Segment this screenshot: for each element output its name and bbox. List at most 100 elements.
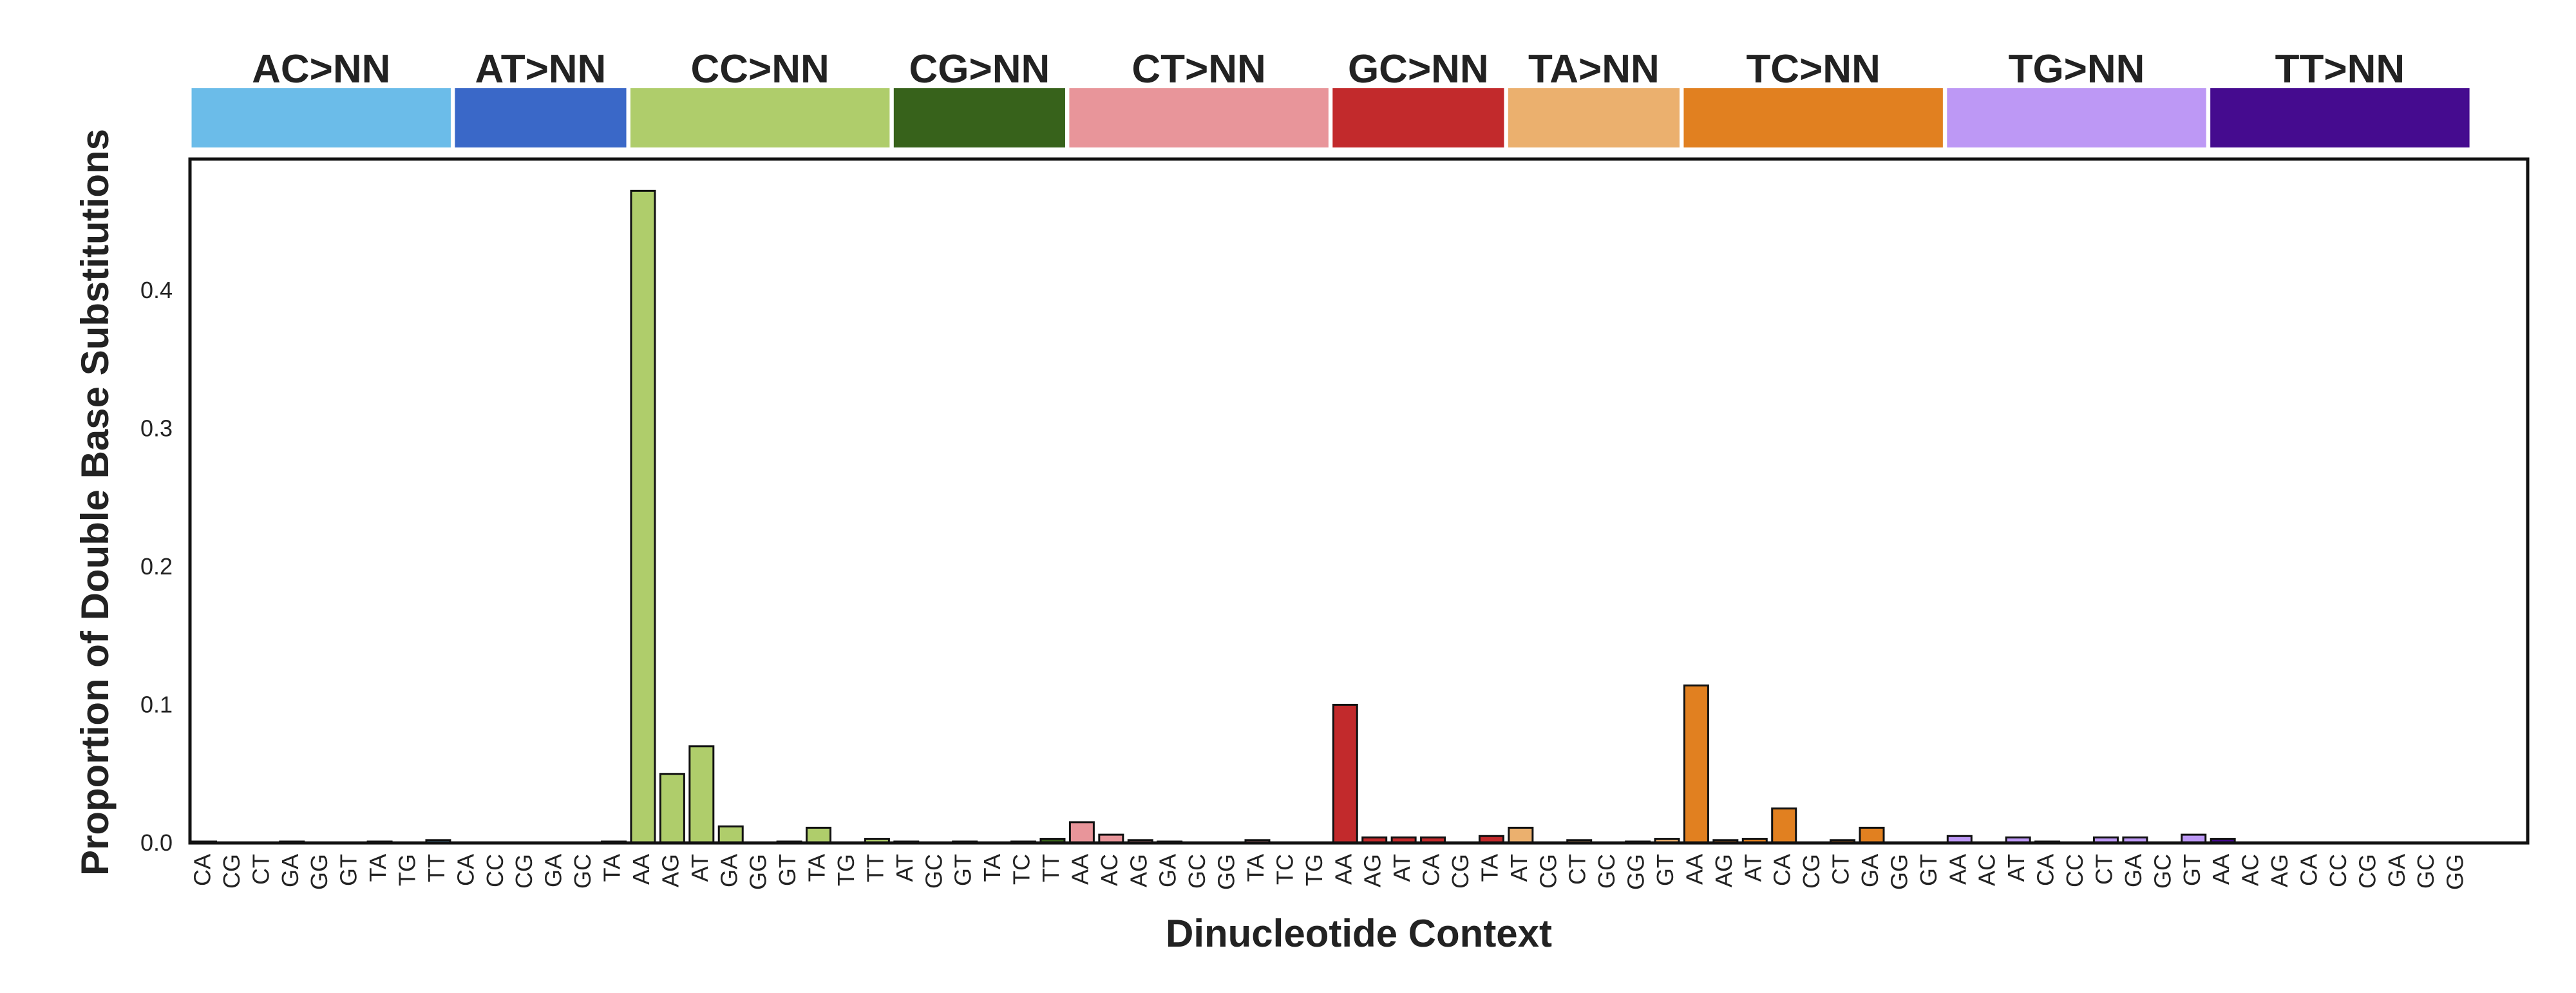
group-band-TG>NN bbox=[1947, 88, 2206, 147]
bars bbox=[191, 189, 2236, 844]
x-tick-label: CA bbox=[189, 854, 216, 886]
x-tick-label: AG bbox=[657, 854, 683, 887]
x-tick-label: CG bbox=[1798, 854, 1824, 889]
group-label: GC>NN bbox=[1348, 47, 1489, 91]
x-tick-label: CT bbox=[247, 854, 274, 885]
x-tick-label: AT bbox=[1739, 854, 1766, 882]
x-tick-label: GT bbox=[1652, 854, 1678, 886]
group-band-CT>NN bbox=[1069, 88, 1329, 147]
x-tick-label: CT bbox=[1564, 854, 1591, 885]
bar bbox=[1683, 684, 1709, 844]
x-tick-label: GG bbox=[1623, 854, 1649, 890]
x-tick-label: TT bbox=[1037, 854, 1064, 882]
x-tick-label: TA bbox=[599, 854, 625, 882]
x-tick-label: CC bbox=[2325, 854, 2351, 887]
x-tick-label: GT bbox=[2179, 854, 2205, 886]
group-band-TA>NN bbox=[1508, 88, 1680, 147]
x-tick-label: AA bbox=[1944, 854, 1971, 885]
x-tick-label: CG bbox=[1447, 854, 1473, 889]
group-band-CC>NN bbox=[630, 88, 890, 147]
x-tick-label: GG bbox=[1886, 854, 1912, 890]
y-tick-label: 0.4 bbox=[140, 277, 173, 303]
x-tick-label: AA bbox=[1066, 854, 1093, 885]
x-tick-label: GA bbox=[2120, 854, 2146, 887]
x-tick-label: GG bbox=[1213, 854, 1240, 890]
y-tick-label: 0.1 bbox=[140, 691, 173, 717]
x-tick-label: GA bbox=[715, 854, 742, 887]
x-tick-label: CG bbox=[2354, 854, 2380, 889]
x-tick-label: TG bbox=[1301, 854, 1327, 886]
x-tick-label: AA bbox=[628, 854, 654, 885]
x-tick-label: CA bbox=[1769, 854, 1795, 886]
group-label: CC>NN bbox=[691, 47, 829, 91]
x-tick-label: TT bbox=[862, 854, 888, 882]
x-tick-label: AC bbox=[1974, 854, 2000, 886]
y-tick-label: 0.3 bbox=[140, 415, 173, 441]
bar bbox=[717, 825, 744, 844]
x-tick-label: GT bbox=[774, 854, 800, 886]
x-tick-label: CC bbox=[2061, 854, 2088, 887]
y-axis-title: Proportion of Double Base Substitutions bbox=[73, 129, 117, 876]
group-label: CG>NN bbox=[909, 47, 1050, 91]
x-axis-ticks: CA CG CT GA GG GT TA TG TT CA CC CG GA GC TA AA AG AT GA GG… bbox=[189, 854, 2468, 890]
x-tick-label: AC bbox=[1096, 854, 1122, 886]
substitution-group-bands bbox=[191, 88, 2470, 147]
x-tick-label: GC bbox=[920, 854, 947, 889]
group-label: TC>NN bbox=[1746, 47, 1880, 91]
x-tick-label: AG bbox=[2266, 854, 2293, 887]
x-tick-label: CG bbox=[218, 854, 245, 889]
x-tick-label: AA bbox=[1330, 854, 1356, 885]
y-axis-ticks: 0.0 0.1 0.2 0.3 0.4 bbox=[140, 277, 173, 856]
x-tick-label: TG bbox=[833, 854, 859, 886]
group-label: TA>NN bbox=[1528, 47, 1660, 91]
x-tick-label: GA bbox=[1857, 854, 1883, 887]
bar bbox=[806, 826, 832, 844]
bar bbox=[1771, 807, 1797, 844]
bar bbox=[1068, 821, 1095, 844]
plot-frame bbox=[188, 157, 2530, 845]
group-band-TC>NN bbox=[1683, 88, 1943, 147]
group-band-AT>NN bbox=[455, 88, 627, 147]
x-tick-label: GC bbox=[569, 854, 596, 889]
x-tick-label: GA bbox=[540, 854, 567, 887]
x-axis-title: Dinucleotide Context bbox=[1166, 912, 1552, 955]
x-tick-label: AA bbox=[1681, 854, 1707, 885]
x-tick-label: GT bbox=[950, 854, 976, 886]
substitution-group-labels: AC>NN AT>NN CC>NN CG>NN CT>NN GC>NN TA>NN TC>NN… bbox=[252, 47, 2405, 91]
group-label: TG>NN bbox=[2009, 47, 2145, 91]
x-tick-label: GA bbox=[277, 854, 303, 887]
x-tick-label: GG bbox=[2442, 854, 2468, 890]
bar bbox=[659, 773, 685, 844]
x-tick-label: GC bbox=[1184, 854, 1210, 889]
x-tick-label: GA bbox=[2383, 854, 2410, 887]
group-band-AC>NN bbox=[191, 88, 451, 147]
x-tick-label: AA bbox=[2208, 854, 2234, 885]
x-tick-label: GT bbox=[1915, 854, 1942, 886]
x-tick-label: TA bbox=[979, 854, 1005, 882]
x-tick-label: CT bbox=[2090, 854, 2117, 885]
group-label: TT>NN bbox=[2275, 47, 2405, 91]
x-tick-label: TT bbox=[423, 854, 450, 882]
x-tick-label: AT bbox=[2003, 854, 2029, 882]
x-tick-label: CT bbox=[1828, 854, 1854, 885]
x-tick-label: AT bbox=[687, 854, 713, 882]
x-tick-label: TG bbox=[394, 854, 421, 886]
bar bbox=[1859, 826, 1885, 844]
x-tick-label: GA bbox=[1155, 854, 1181, 887]
x-tick-label: CG bbox=[1535, 854, 1561, 889]
x-tick-label: AT bbox=[1506, 854, 1532, 882]
bar bbox=[630, 189, 656, 844]
y-tick-label: 0.2 bbox=[140, 553, 173, 580]
x-tick-label: CA bbox=[1418, 854, 1444, 886]
x-tick-label: GC bbox=[2412, 854, 2439, 889]
bar bbox=[1508, 826, 1534, 844]
x-tick-label: CA bbox=[2295, 854, 2322, 886]
x-tick-label: TA bbox=[1476, 854, 1502, 882]
group-band-CG>NN bbox=[893, 88, 1065, 147]
group-band-GC>NN bbox=[1332, 88, 1504, 147]
x-tick-label: TA bbox=[365, 854, 391, 882]
x-tick-label: TA bbox=[1242, 854, 1269, 882]
x-tick-label: CA bbox=[452, 854, 478, 886]
x-tick-label: GG bbox=[745, 854, 772, 890]
